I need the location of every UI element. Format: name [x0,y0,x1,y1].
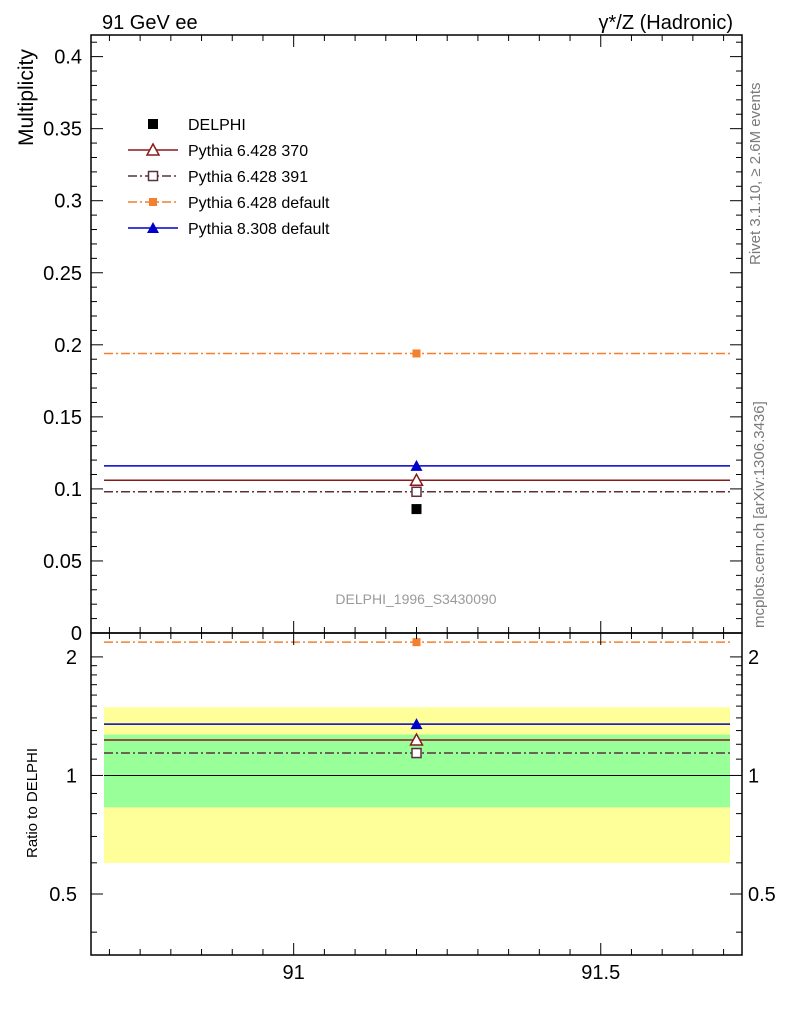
data-point-4 [410,459,423,471]
legend-label-3: Pythia 6.428 default [188,195,330,212]
ratio-point-2 [412,638,421,647]
header-left: 91 GeV ee [102,12,198,34]
y-tick-label: 0.15 [43,407,82,429]
series-layer [104,349,730,776]
rivet-label: Rivet 3.1.10, ≥ 2.6M events [747,83,764,266]
legend-marker-4 [147,222,159,233]
ratio-tick-label-right: 1 [748,765,759,787]
data-point-1 [409,472,424,487]
y-tick-label: 0 [71,623,82,645]
legend-label-2: Pythia 6.428 391 [188,169,308,186]
x-tick-label: 91.5 [581,962,620,984]
y-tick-label: 0.2 [54,335,82,357]
data-point-3 [412,349,421,358]
y-tick-label: 0.05 [43,551,82,573]
legend-label-0: DELPHI [188,117,246,134]
legend-marker-1 [145,142,161,156]
ratio-point-1 [411,747,422,759]
ratio-tick-label-left: 0.5 [49,884,77,906]
ratio-tick-label-left: 1 [66,765,77,787]
legend-marker-2 [147,170,159,182]
legend-label-1: Pythia 6.428 370 [188,143,308,160]
x-tick-label: 91 [283,962,305,984]
y-tick-label: 0.25 [43,263,82,285]
top-ylabel: Multiplicity [15,49,38,146]
ratio-band-inner [104,734,730,808]
y-tick-label: 0.1 [54,479,82,501]
ratio-ylabel: Ratio to DELPHI [24,748,41,858]
ratio-tick-label-right: 2 [748,647,759,669]
data-point-2 [411,486,422,498]
legend-label-4: Pythia 8.308 default [188,221,330,238]
ratio-point-3 [410,718,423,730]
legend-marker-3 [149,198,157,206]
legend: DELPHI Pythia 6.428 370 Pythia 6.428 391 Py… [128,117,330,238]
ticks-layer: 0 0.05 0.1 0.15 0.2 0.25 0.3 0.35 0.4 0.5 0.5 1 1 2 2 9… [43,35,776,984]
y-tick-label: 0.4 [54,47,82,69]
mcplots-label: mcplots.cern.ch [arXiv:1306.3436] [751,401,768,628]
ratio-tick-label-left: 2 [66,647,77,669]
analysis-label: DELPHI_1996_S3430090 [335,591,496,607]
ratio-point-0 [409,732,424,746]
legend-marker-0 [148,119,158,129]
data-point-0 [411,504,422,515]
y-tick-label: 0.3 [54,191,82,213]
ratio-bands [104,707,730,863]
y-tick-label: 0.35 [43,119,82,141]
ratio-tick-label-right: 0.5 [748,884,776,906]
header-right: γ*/Z (Hadronic) [599,12,733,34]
